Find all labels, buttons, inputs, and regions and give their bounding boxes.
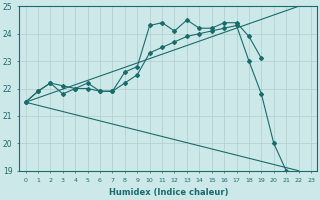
X-axis label: Humidex (Indice chaleur): Humidex (Indice chaleur) [108,188,228,197]
